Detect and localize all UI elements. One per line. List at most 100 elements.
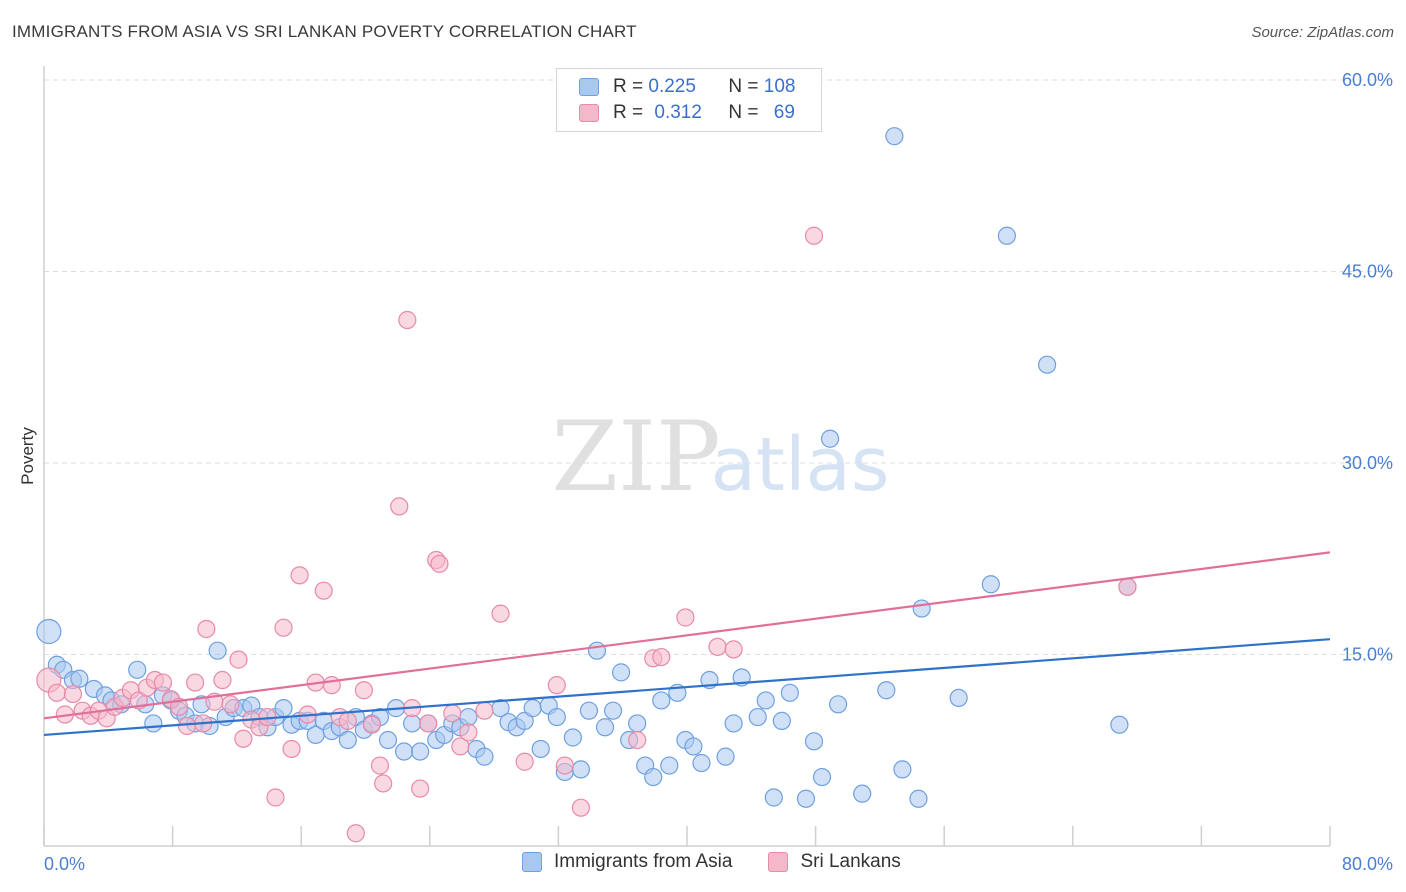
series-legend: Immigrants from Asia Sri Lankans <box>522 851 937 873</box>
data-point <box>547 707 566 727</box>
data-point <box>708 637 727 656</box>
data-point <box>676 608 695 627</box>
data-point <box>266 788 285 807</box>
data-point <box>628 714 647 733</box>
legend-item-asia[interactable]: Immigrants from Asia <box>522 851 732 873</box>
data-point <box>587 641 607 660</box>
x-tick-label: 80.0% <box>1342 854 1393 874</box>
data-point <box>390 497 409 516</box>
trend-line <box>43 551 1331 720</box>
data-point <box>491 604 510 623</box>
data-point <box>221 695 240 714</box>
axes <box>43 66 1331 847</box>
data-point <box>981 575 1000 594</box>
data-point <box>764 788 783 807</box>
data-point <box>804 732 824 751</box>
data-point <box>820 429 840 448</box>
data-point <box>912 599 931 618</box>
data-point <box>177 716 197 736</box>
data-point <box>274 618 293 637</box>
chart-title: IMMIGRANTS FROM ASIA VS SRI LANKAN POVER… <box>12 22 637 41</box>
legend-n-label: N = <box>728 76 759 97</box>
data-point <box>611 663 631 682</box>
data-point <box>403 714 422 733</box>
y-tick-label: 45.0% <box>1342 262 1393 282</box>
data-point <box>716 747 735 766</box>
data-point <box>644 767 663 787</box>
data-point <box>804 226 824 245</box>
legend-r-value: 0.225 <box>648 76 696 97</box>
data-point <box>144 714 163 733</box>
data-point <box>47 683 66 702</box>
trend-line <box>43 638 1331 737</box>
data-point <box>692 753 711 773</box>
data-point <box>374 774 393 793</box>
data-point <box>282 739 301 759</box>
y-tick-label: 60.0% <box>1342 70 1393 90</box>
legend-n-value: 108 <box>763 76 796 97</box>
legend-row-asia: R = 0.225 N = 108 <box>579 75 795 99</box>
watermark-zip: ZIP <box>551 401 720 513</box>
data-point <box>169 697 189 716</box>
legend-r-label: R = <box>613 102 644 123</box>
data-point <box>796 789 816 808</box>
data-point <box>338 711 357 730</box>
data-point <box>63 684 83 704</box>
data-point <box>772 711 791 730</box>
trend-lines <box>43 551 1331 737</box>
data-point <box>398 310 417 330</box>
data-point <box>443 704 462 723</box>
data-point <box>475 747 494 766</box>
legend-n-label: N = <box>728 102 759 123</box>
legend-item-srilankans[interactable]: Sri Lankans <box>768 851 901 873</box>
data-point <box>571 760 591 779</box>
data-point <box>547 676 566 695</box>
y-tick-labels: 15.0% 30.0% 45.0% 60.0% <box>1342 70 1393 665</box>
grid-lines <box>44 79 1392 655</box>
data-point <box>724 714 743 733</box>
data-point <box>829 695 848 714</box>
data-point <box>314 581 333 600</box>
data-point <box>70 669 89 688</box>
data-point <box>370 756 390 775</box>
y-tick-label: 15.0% <box>1342 645 1393 665</box>
data-point <box>652 647 671 667</box>
data-point <box>595 718 615 737</box>
data-point <box>419 714 438 733</box>
legend-label-srilankans: Sri Lankans <box>800 851 901 872</box>
data-point <box>274 699 293 718</box>
data-point <box>128 660 147 679</box>
data-point <box>893 760 912 779</box>
x-tick-label: 0.0% <box>44 854 85 874</box>
data-point <box>451 737 470 756</box>
legend-r-label: R = <box>613 76 644 97</box>
data-point <box>234 729 253 748</box>
data-point <box>684 737 703 756</box>
data-point <box>579 701 599 720</box>
legend-row-srilankans: R = 0.312 N = 69 <box>579 101 795 125</box>
source-label: Source: ZipAtlas.com <box>1251 24 1394 41</box>
data-point <box>36 618 62 645</box>
data-point <box>411 779 430 798</box>
data-point <box>338 730 357 750</box>
data-point <box>378 730 398 750</box>
data-point <box>812 767 832 787</box>
data-point <box>660 756 679 775</box>
y-tick-label: 30.0% <box>1342 453 1393 473</box>
y-axis-label: Poverty <box>18 427 37 485</box>
data-point <box>430 554 449 573</box>
data-point <box>362 715 382 734</box>
data-point <box>756 691 775 710</box>
data-point <box>515 752 534 771</box>
data-point <box>780 683 799 702</box>
watermark: ZIP atlas <box>551 401 889 513</box>
data-point <box>153 673 173 692</box>
legend-n-value: 69 <box>773 102 795 123</box>
data-point <box>1037 355 1057 374</box>
legend-r-value: 0.312 <box>654 102 702 123</box>
data-point <box>1118 577 1137 596</box>
data-point <box>853 784 872 803</box>
data-point <box>652 691 671 710</box>
watermark-atlas: atlas <box>711 422 890 508</box>
